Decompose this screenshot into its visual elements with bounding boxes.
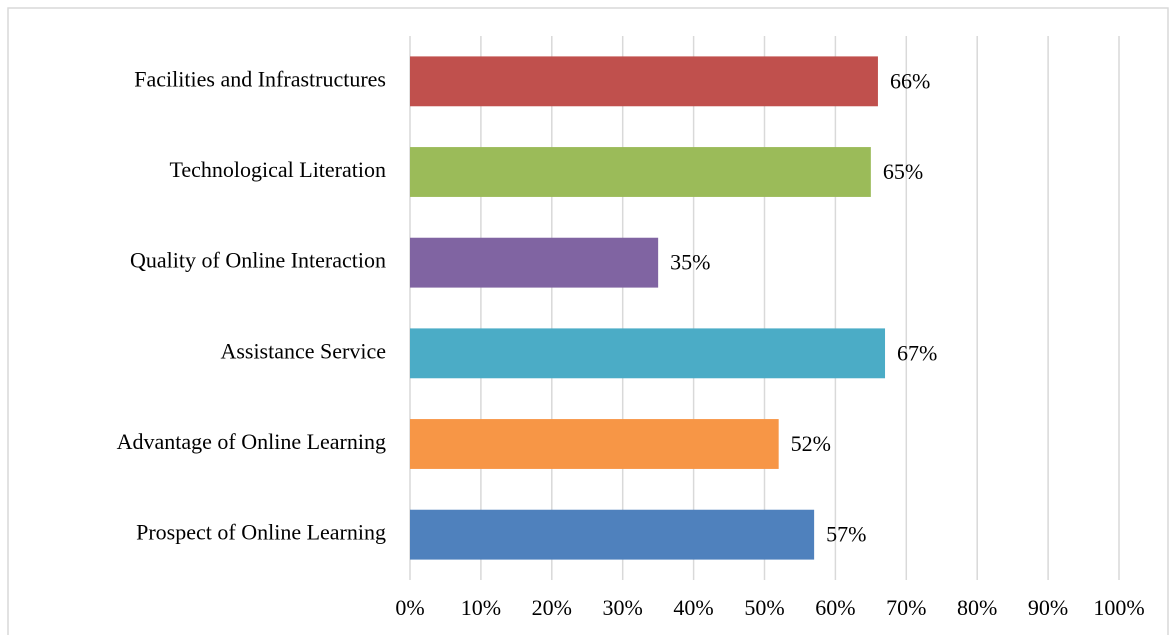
value-label: 65% <box>883 159 923 184</box>
x-tick-label: 100% <box>1093 595 1144 620</box>
value-label: 67% <box>897 340 937 365</box>
x-tick-label: 50% <box>744 595 784 620</box>
bar <box>410 419 779 469</box>
chart-frame <box>7 7 1169 635</box>
y-tick-label: Quality of Online Interaction <box>130 248 386 273</box>
bar <box>410 147 871 197</box>
x-tick-label: 90% <box>1028 595 1068 620</box>
y-tick-label: Facilities and Infrastructures <box>134 66 386 91</box>
bar <box>410 509 815 560</box>
x-tick-label: 60% <box>815 595 855 620</box>
x-tick-label: 30% <box>603 595 643 620</box>
value-label: 35% <box>670 250 710 275</box>
y-tick-label: Technological Literation <box>169 157 386 182</box>
y-tick-label: Advantage of Online Learning <box>117 429 386 454</box>
y-tick-label: Prospect of Online Learning <box>136 520 386 545</box>
x-tick-label: 80% <box>957 595 997 620</box>
value-label: 57% <box>826 522 866 547</box>
bar <box>410 237 659 288</box>
value-label: 52% <box>791 431 831 456</box>
bar <box>410 56 878 107</box>
bar <box>410 328 886 379</box>
x-tick-label: 70% <box>886 595 926 620</box>
x-tick-label: 20% <box>532 595 572 620</box>
x-tick-label: 10% <box>461 595 501 620</box>
x-tick-label: 40% <box>673 595 713 620</box>
x-tick-label: 0% <box>395 595 424 620</box>
value-label: 66% <box>890 68 930 93</box>
y-tick-label: Assistance Service <box>220 338 386 363</box>
